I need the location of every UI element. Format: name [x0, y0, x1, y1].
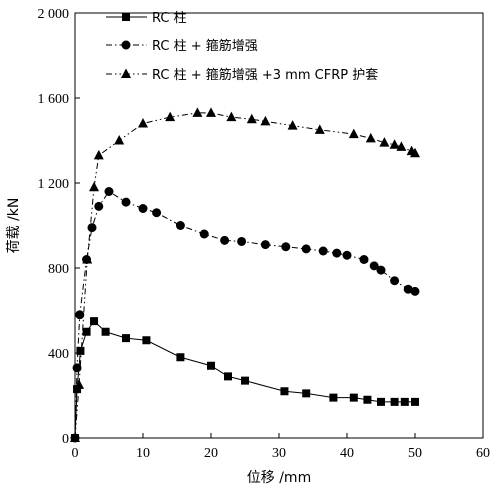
data-point: [94, 201, 104, 211]
x-tick-label: 40: [340, 446, 354, 461]
legend-label: RC 柱 + 箍筋增强 +3 mm CFRP 护套: [152, 67, 378, 83]
data-point: [369, 261, 379, 271]
data-point: [410, 286, 420, 296]
data-point: [142, 336, 151, 345]
data-point: [390, 397, 399, 406]
data-point: [74, 379, 85, 389]
ticks: 0 10 20 30 40 50 60 0 400 800 1 200 1 600 2 000: [38, 7, 491, 461]
series-3: [70, 107, 420, 442]
y-tick-label: 2 000: [38, 7, 70, 22]
y-tick-label: 1 200: [38, 177, 70, 192]
data-point: [192, 107, 203, 117]
x-tick-label: 50: [408, 446, 422, 461]
data-point: [359, 255, 369, 264]
data-point: [365, 132, 376, 143]
data-point: [349, 393, 358, 402]
x-tick-label: 30: [272, 446, 286, 461]
data-point: [138, 118, 148, 128]
data-point: [76, 346, 85, 355]
data-point: [314, 124, 325, 134]
legend: RC 柱 RC 柱 + 箍筋增强 RC 柱 + 箍筋增强 +3 mm CFRP 护套: [106, 11, 378, 83]
x-tick-label: 60: [476, 446, 490, 461]
data-point: [342, 250, 352, 260]
legend-marker: [121, 68, 131, 78]
data-point: [379, 137, 390, 147]
y-axis-label: 荷载 /kN: [6, 198, 22, 254]
series-layer: [70, 107, 420, 443]
data-point: [301, 244, 311, 254]
data-point: [246, 113, 257, 124]
data-point: [93, 149, 104, 160]
data-point: [175, 221, 185, 230]
y-tick-label: 400: [48, 347, 69, 362]
data-point: [220, 235, 230, 245]
data-point: [260, 115, 271, 126]
legend-label: RC 柱 + 箍筋增强: [152, 38, 258, 54]
data-point: [121, 197, 131, 207]
data-point: [363, 395, 372, 404]
data-point: [260, 240, 270, 250]
data-point: [75, 310, 85, 320]
data-point: [377, 397, 385, 406]
data-point: [376, 265, 386, 275]
x-axis-label: 位移 /mm: [247, 470, 311, 486]
x-tick-label: 0: [72, 446, 79, 461]
data-point: [329, 393, 338, 402]
data-point: [410, 147, 420, 158]
data-point: [165, 111, 176, 122]
data-point: [104, 187, 114, 196]
series-1: [71, 317, 419, 442]
data-point: [389, 139, 400, 149]
data-point: [87, 223, 97, 233]
data-point: [411, 397, 419, 406]
data-point: [82, 327, 91, 336]
data-point: [281, 242, 291, 252]
x-tick-label: 10: [136, 446, 150, 461]
data-point: [287, 120, 298, 130]
data-point: [280, 387, 289, 396]
data-point: [400, 397, 409, 406]
data-point: [390, 276, 400, 286]
data-point: [114, 135, 125, 145]
data-point: [90, 317, 99, 326]
legend-marker: [122, 13, 130, 21]
data-point: [332, 248, 342, 258]
data-point: [241, 376, 249, 385]
data-point: [224, 372, 232, 381]
data-point: [73, 385, 82, 394]
data-point: [70, 432, 80, 442]
data-point: [348, 128, 359, 139]
data-point: [176, 353, 185, 362]
data-point: [138, 204, 148, 213]
data-point: [122, 334, 130, 343]
series-line: [74, 112, 416, 439]
y-tick-label: 1 600: [38, 92, 70, 107]
data-point: [207, 361, 215, 370]
y-tick-label: 0: [62, 432, 69, 447]
data-point: [318, 246, 328, 256]
y-tick-label: 800: [48, 262, 69, 277]
data-point: [226, 111, 237, 122]
data-point: [82, 254, 93, 264]
data-point: [89, 181, 100, 192]
series-2: [70, 187, 420, 443]
data-point: [72, 363, 82, 373]
data-point: [302, 389, 311, 398]
data-point: [152, 208, 162, 218]
data-point: [206, 107, 216, 117]
data-point: [101, 327, 110, 336]
legend-marker: [121, 40, 131, 50]
x-tick-label: 20: [204, 446, 218, 461]
data-point: [396, 141, 407, 151]
data-point: [403, 284, 413, 294]
data-point: [199, 229, 209, 239]
legend-label: RC 柱: [152, 11, 187, 26]
data-point: [237, 236, 247, 246]
